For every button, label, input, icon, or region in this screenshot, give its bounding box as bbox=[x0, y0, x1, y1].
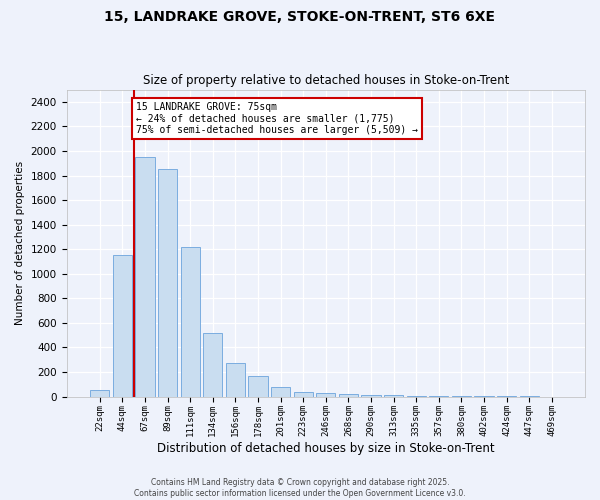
Bar bbox=[113, 256, 132, 396]
Bar bbox=[158, 170, 177, 396]
Text: Contains HM Land Registry data © Crown copyright and database right 2025.
Contai: Contains HM Land Registry data © Crown c… bbox=[134, 478, 466, 498]
Text: 15 LANDRAKE GROVE: 75sqm
← 24% of detached houses are smaller (1,775)
75% of sem: 15 LANDRAKE GROVE: 75sqm ← 24% of detach… bbox=[136, 102, 418, 135]
Text: 15, LANDRAKE GROVE, STOKE-ON-TRENT, ST6 6XE: 15, LANDRAKE GROVE, STOKE-ON-TRENT, ST6 … bbox=[104, 10, 496, 24]
X-axis label: Distribution of detached houses by size in Stoke-on-Trent: Distribution of detached houses by size … bbox=[157, 442, 494, 455]
Y-axis label: Number of detached properties: Number of detached properties bbox=[15, 161, 25, 325]
Bar bbox=[271, 388, 290, 396]
Title: Size of property relative to detached houses in Stoke-on-Trent: Size of property relative to detached ho… bbox=[143, 74, 509, 87]
Bar bbox=[248, 376, 268, 396]
Bar bbox=[316, 393, 335, 396]
Bar bbox=[339, 394, 358, 396]
Bar bbox=[181, 246, 200, 396]
Bar bbox=[90, 390, 109, 396]
Bar bbox=[203, 332, 223, 396]
Bar bbox=[136, 157, 155, 396]
Bar bbox=[293, 392, 313, 396]
Bar bbox=[361, 394, 380, 396]
Bar bbox=[226, 364, 245, 396]
